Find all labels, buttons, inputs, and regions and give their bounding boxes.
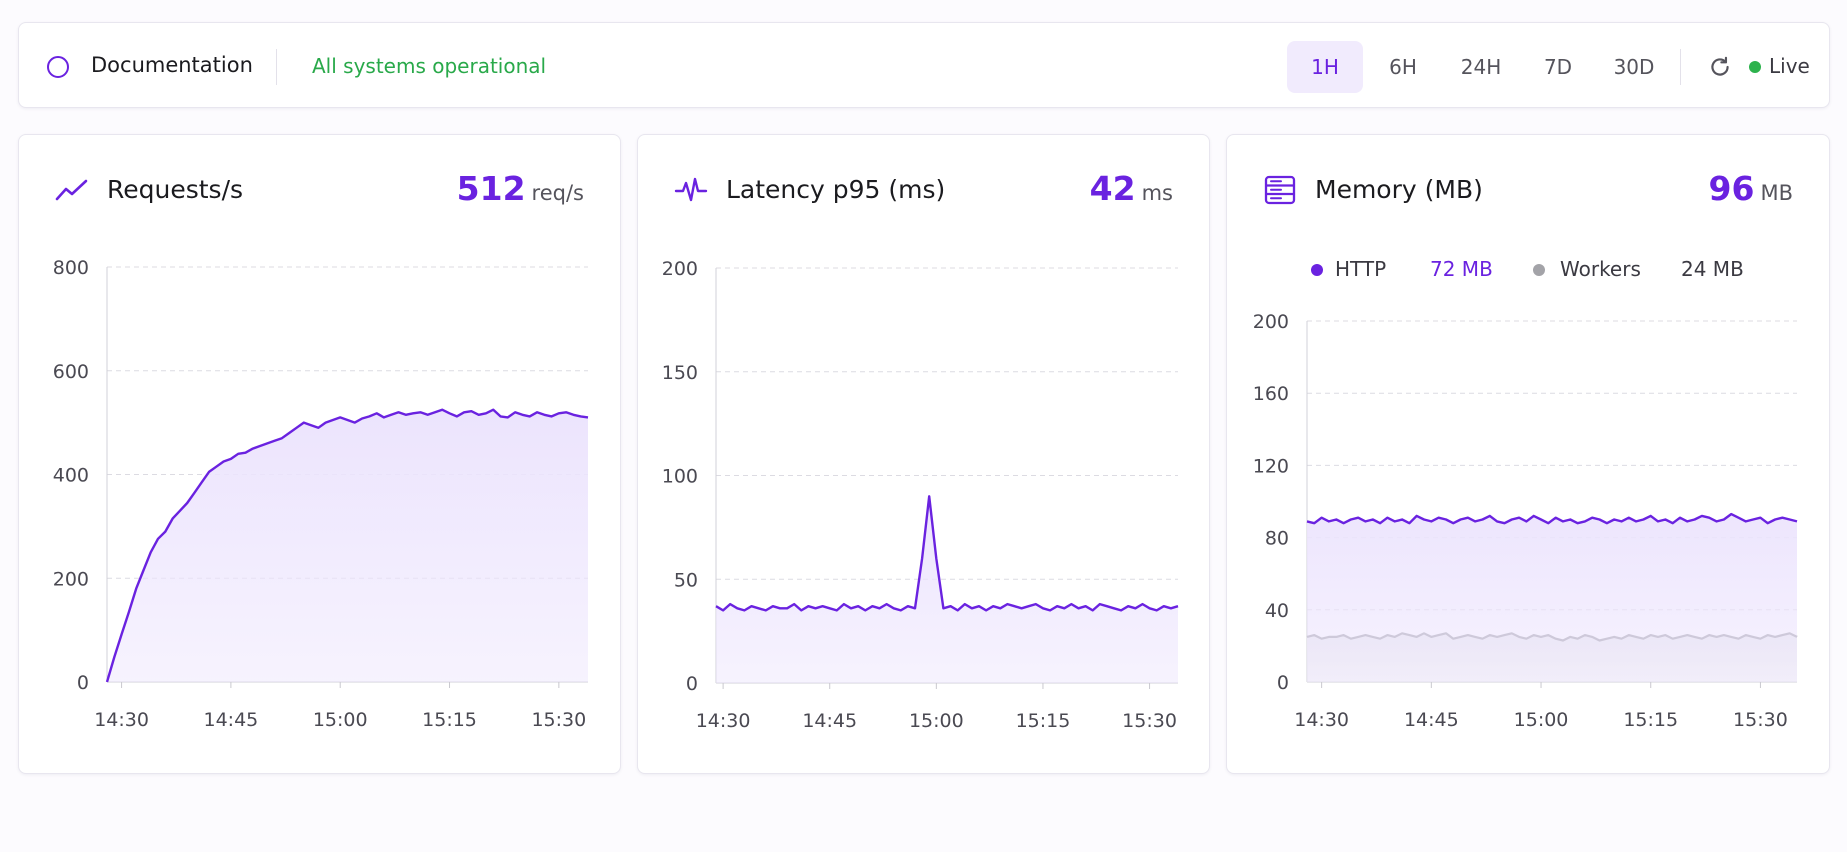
divider bbox=[276, 49, 277, 85]
legend-value-http: 72 MB bbox=[1430, 257, 1493, 281]
legend-label-workers: Workers bbox=[1560, 257, 1641, 281]
x-tick-label: 15:15 bbox=[1016, 710, 1071, 732]
live-indicator-dot bbox=[1749, 61, 1761, 73]
legend-swatch-http bbox=[1311, 264, 1323, 276]
card-title: Memory (MB) bbox=[1315, 175, 1483, 204]
x-tick-label: 14:45 bbox=[1404, 709, 1459, 731]
x-tick-label: 14:30 bbox=[94, 709, 149, 731]
y-tick-label: 80 bbox=[1265, 528, 1289, 550]
divider bbox=[1680, 49, 1681, 85]
y-tick-label: 0 bbox=[1277, 672, 1289, 694]
refresh-icon[interactable] bbox=[1707, 54, 1733, 80]
x-tick-label: 15:15 bbox=[1623, 709, 1678, 731]
legend-value-workers: 24 MB bbox=[1681, 257, 1744, 281]
y-tick-label: 150 bbox=[662, 362, 698, 384]
requests-card: Requests/s 512 req/s 0 200 400 600 800 14:30 14… bbox=[18, 134, 621, 774]
x-tick-label: 15:15 bbox=[422, 709, 477, 731]
series-line bbox=[105, 408, 589, 683]
range-button-7d[interactable]: 7D bbox=[1543, 55, 1573, 79]
y-tick-label: 400 bbox=[53, 465, 89, 487]
legend-swatch-workers bbox=[1533, 264, 1545, 276]
y-tick-label: 200 bbox=[53, 568, 89, 590]
top-toolbar: Documentation All systems operational 1H… bbox=[18, 22, 1830, 108]
live-label[interactable]: Live bbox=[1769, 54, 1810, 78]
x-tick-label: 14:30 bbox=[1294, 709, 1349, 731]
pulse-icon bbox=[674, 177, 708, 202]
y-tick-label: 200 bbox=[662, 258, 698, 280]
http-line bbox=[1306, 512, 1798, 525]
x-tick-label: 14:45 bbox=[802, 710, 857, 732]
http-area bbox=[1307, 514, 1797, 682]
metric-value: 42 bbox=[1089, 169, 1136, 208]
memory-chart: 0 40 80 120 160 200 14:30 14:45 15:00 15:15 15:30 bbox=[1253, 311, 1798, 731]
current-metric: 42 ms bbox=[1090, 169, 1173, 208]
y-tick-label: 0 bbox=[686, 673, 698, 695]
y-tick-label: 100 bbox=[662, 466, 698, 488]
x-tick-label: 15:00 bbox=[909, 710, 964, 732]
x-tick-label: 14:45 bbox=[204, 709, 259, 731]
trend-up-icon bbox=[55, 179, 88, 201]
card-title: Requests/s bbox=[107, 175, 244, 204]
y-tick-label: 200 bbox=[1253, 311, 1289, 333]
range-button-30d[interactable]: 30D bbox=[1613, 55, 1655, 79]
latency-card: Latency p95 (ms) 42 ms 0 50 100 150 200 14:30 1… bbox=[637, 134, 1210, 774]
metric-unit: MB bbox=[1760, 181, 1793, 205]
x-tick-label: 15:30 bbox=[1733, 709, 1788, 731]
metric-unit: req/s bbox=[531, 181, 584, 205]
y-tick-label: 600 bbox=[53, 361, 89, 383]
range-button-6h[interactable]: 6H bbox=[1389, 55, 1417, 79]
current-metric: 96 MB bbox=[1709, 169, 1793, 208]
series-area bbox=[107, 409, 588, 682]
system-status-text: All systems operational bbox=[312, 54, 547, 78]
x-tick-label: 15:30 bbox=[531, 709, 586, 731]
y-tick-label: 160 bbox=[1253, 383, 1289, 405]
server-icon bbox=[1264, 175, 1296, 205]
current-metric: 512 req/s bbox=[457, 169, 584, 208]
range-button-1h[interactable]: 1H bbox=[1287, 41, 1363, 93]
x-tick-label: 15:00 bbox=[313, 709, 368, 731]
requests-chart: 0 200 400 600 800 14:30 14:45 15:00 15:15 15:30 bbox=[53, 257, 589, 731]
metric-value: 96 bbox=[1708, 169, 1755, 208]
x-tick-label: 15:00 bbox=[1514, 709, 1569, 731]
x-tick-label: 15:30 bbox=[1122, 710, 1177, 732]
card-title: Latency p95 (ms) bbox=[726, 175, 946, 204]
memory-card: Memory (MB) 96 MB HTTP 72 MB Workers 24 M… bbox=[1226, 134, 1830, 774]
y-tick-label: 0 bbox=[77, 672, 89, 694]
y-tick-label: 40 bbox=[1265, 600, 1289, 622]
metric-value: 512 bbox=[456, 169, 526, 208]
latency-chart: 0 50 100 150 200 14:30 14:45 15:00 15:15 15:30 bbox=[662, 258, 1179, 732]
x-tick-label: 14:30 bbox=[696, 710, 751, 732]
y-tick-label: 800 bbox=[53, 257, 89, 279]
status-ring-icon bbox=[47, 56, 69, 78]
y-tick-label: 50 bbox=[674, 569, 698, 591]
series-line bbox=[715, 495, 1179, 612]
series-area bbox=[716, 496, 1178, 683]
y-tick-label: 120 bbox=[1253, 455, 1289, 477]
legend-label-http: HTTP bbox=[1335, 257, 1387, 281]
documentation-link[interactable]: Documentation bbox=[91, 53, 253, 77]
metric-unit: ms bbox=[1141, 181, 1173, 205]
range-button-24h[interactable]: 24H bbox=[1460, 55, 1502, 79]
